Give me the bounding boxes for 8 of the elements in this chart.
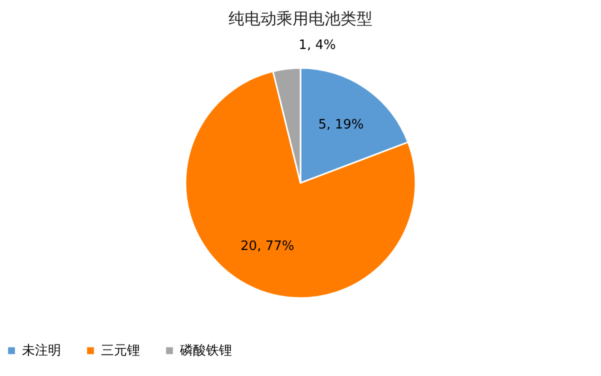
legend-label: 磷酸铁锂 — [179, 344, 232, 359]
pie-slice — [184, 70, 416, 299]
data-label: 1, 4% — [298, 38, 336, 54]
data-label: 5, 19% — [318, 117, 364, 132]
data-label: 20, 77% — [240, 239, 294, 254]
legend-label: 未注明 — [22, 344, 61, 359]
chart-title: 纯电动乘用电池类型 — [228, 9, 372, 28]
legend-label: 三元锂 — [101, 344, 140, 359]
